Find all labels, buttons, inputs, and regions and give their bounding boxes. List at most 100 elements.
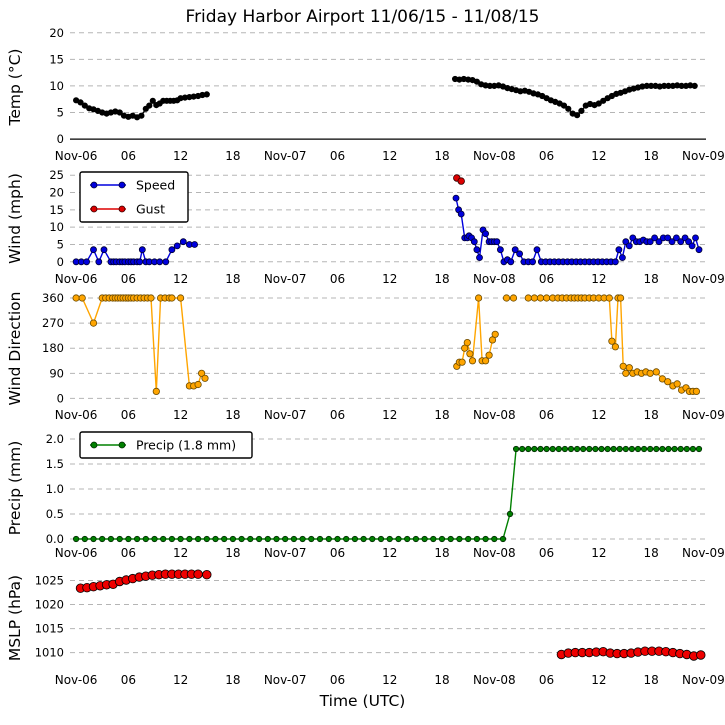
series-speed (72, 194, 703, 266)
data-point (138, 246, 146, 254)
data-point (136, 258, 144, 266)
x-tick-label: 12 (591, 272, 606, 286)
data-point (646, 238, 654, 246)
data-point (692, 234, 699, 242)
data-point (628, 445, 636, 453)
data-point (516, 250, 523, 258)
data-point (542, 294, 551, 302)
x-tick-label: 12 (173, 272, 188, 286)
y-tick-label: 1020 (35, 598, 64, 612)
data-point (177, 294, 185, 302)
x-tick-label: 12 (382, 546, 397, 560)
data-point (168, 535, 175, 543)
legend-wind: Speed Gust (79, 171, 189, 223)
x-tick-label: 18 (225, 546, 240, 560)
data-point (664, 378, 672, 386)
y-tick-label: 20 (49, 28, 64, 40)
x-tick-label: 06 (539, 546, 554, 560)
x-tick-label: 06 (539, 408, 554, 422)
y-tick-label: 10 (49, 220, 64, 234)
data-point (99, 535, 106, 543)
y-tick-label: 270 (42, 316, 64, 330)
x-tick-label: 06 (330, 408, 345, 422)
y-tick-label: 10 (49, 79, 64, 93)
x-tick-label: 12 (591, 408, 606, 422)
data-point (456, 535, 463, 543)
data-point (212, 535, 219, 543)
data-point (647, 445, 654, 453)
data-point (543, 445, 550, 453)
data-point (95, 258, 103, 266)
data-point (683, 445, 690, 453)
y-tick-label: 1015 (35, 622, 64, 636)
y-tick-label: 1010 (35, 646, 64, 660)
x-axis-label: Time (UTC) (319, 692, 406, 710)
legend-label: Speed (136, 178, 175, 193)
data-point (616, 294, 625, 302)
y-tick-label: 180 (42, 341, 64, 355)
data-point (533, 246, 541, 254)
series-gust (453, 174, 465, 185)
x-tick-label: Nov-09 (682, 408, 725, 422)
data-point (565, 105, 572, 112)
data-point (664, 234, 672, 242)
y-tick-label: 15 (49, 203, 64, 217)
x-tick-label: 06 (121, 272, 136, 286)
data-point (229, 535, 236, 543)
data-point (100, 246, 108, 254)
x-tick-label: 18 (434, 272, 449, 286)
x-tick-label: 12 (591, 673, 606, 687)
x-tick-label: Nov-06 (55, 546, 98, 560)
data-point (476, 254, 483, 262)
data-point (530, 294, 539, 302)
y-tick-label: 25 (49, 168, 64, 182)
x-tick-label: 06 (121, 408, 136, 422)
x-tick-label: 06 (539, 673, 554, 687)
x-tick-label: Nov-06 (55, 673, 98, 687)
data-point (493, 238, 501, 246)
y-tick-label: 0 (57, 255, 64, 269)
data-point (146, 102, 153, 109)
figure-title: Friday Harbor Airport 11/06/15 - 11/08/1… (185, 7, 540, 27)
data-point (369, 535, 376, 543)
data-point (600, 97, 607, 104)
data-point (499, 535, 507, 543)
panel-temp: 0 5 10 15 20 Nov-06 06 12 18 Nov-07 06 12 18 Nov-08 06… (6, 28, 725, 163)
data-point (595, 100, 602, 107)
data-point (77, 99, 84, 106)
data-point (610, 445, 617, 453)
y-axis-label: Precip (mm) (6, 441, 24, 536)
data-point (149, 97, 156, 104)
data-point (72, 294, 80, 302)
data-point (677, 238, 685, 246)
y-tick-label: 20 (49, 186, 64, 200)
x-tick-label: Nov-08 (473, 272, 516, 286)
data-point (573, 445, 581, 453)
data-point (152, 387, 160, 395)
data-point (580, 445, 587, 453)
x-tick-label: 12 (173, 673, 188, 687)
data-point (156, 258, 164, 266)
x-tick-label: 18 (434, 673, 449, 687)
data-point (474, 294, 483, 302)
data-point (134, 535, 141, 543)
data-point (619, 362, 627, 370)
data-point (536, 294, 545, 302)
data-point (282, 535, 289, 543)
data-point (692, 387, 701, 395)
x-tick-label: Nov-09 (682, 149, 725, 163)
data-point (695, 246, 703, 254)
data-point (655, 238, 663, 246)
data-point (193, 569, 203, 579)
data-point (198, 369, 206, 377)
y-tick-label: 0.5 (46, 507, 64, 521)
x-tick-label: Nov-09 (682, 546, 725, 560)
data-point (468, 357, 477, 365)
data-point (325, 535, 332, 543)
y-tick-label: 0 (57, 391, 64, 405)
data-point (482, 535, 489, 543)
x-tick-label: Nov-06 (55, 149, 98, 163)
legend-box (79, 431, 253, 459)
data-point (625, 242, 633, 250)
